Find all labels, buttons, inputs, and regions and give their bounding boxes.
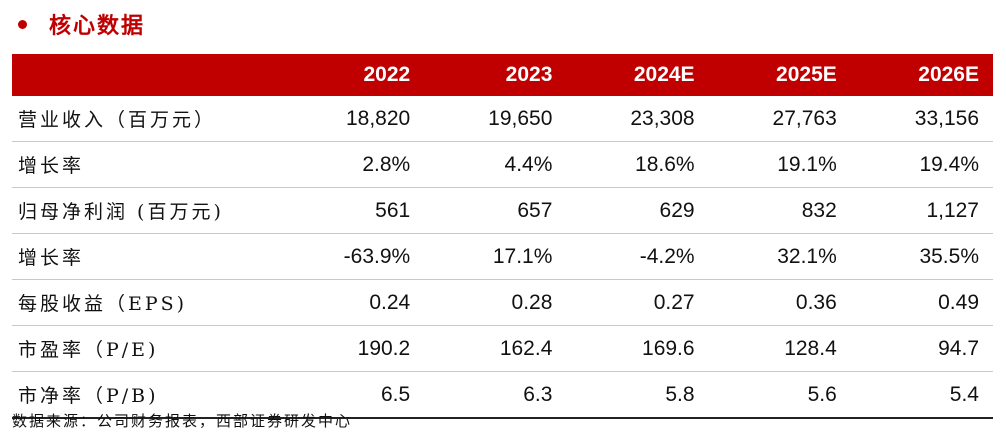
header-cell: 2023: [505, 63, 553, 86]
table-row: 市盈率（P/E) 190.2 162.4 169.6 128.4 94.7: [12, 325, 993, 372]
table-cell: 17.1%: [424, 233, 567, 280]
table-cell: 190.2: [282, 325, 425, 372]
table-cell: 0.36: [708, 279, 851, 326]
bullet-icon: [18, 19, 27, 29]
table-cell: 5.4: [850, 371, 993, 419]
table-cell: 19.4%: [850, 141, 993, 188]
table-cell: 6.3: [424, 371, 567, 419]
table-row: 增长率 -63.9% 17.1% -4.2% 32.1% 35.5%: [12, 233, 993, 280]
table-cell: 19.1%: [708, 141, 851, 188]
data-source-note: 数据来源：公司财务报表，西部证券研发中心: [12, 412, 353, 430]
table-cell: 657: [424, 187, 567, 234]
row-label: 每股收益（EPS): [12, 279, 283, 326]
core-data-table: 2022 2023 2024E 2025E 2026E 营业收入（百万元） 18…: [12, 54, 993, 419]
table-cell: 0.28: [424, 279, 567, 326]
table-cell: 0.24: [282, 279, 425, 326]
table-cell: 162.4: [424, 325, 567, 372]
table-cell: 832: [708, 187, 851, 234]
table-cell: 0.49: [850, 279, 993, 326]
table-cell: 27,763: [708, 96, 851, 142]
table-cell: 0.27: [566, 279, 709, 326]
table-cell: 561: [282, 187, 425, 234]
table-row: 每股收益（EPS) 0.24 0.28 0.27 0.36 0.49: [12, 279, 993, 326]
table-cell: 2.8%: [282, 141, 425, 188]
table-cell: 32.1%: [708, 233, 851, 280]
section-header: 核心数据: [12, 8, 145, 40]
table-cell: 629: [566, 187, 709, 234]
table-cell: 94.7: [850, 325, 993, 372]
row-label: 营业收入（百万元）: [12, 96, 283, 142]
row-label: 增长率: [12, 141, 283, 188]
table-cell: 128.4: [708, 325, 851, 372]
table-row: 营业收入（百万元） 18,820 19,650 23,308 27,763 33…: [12, 96, 993, 142]
table-cell: 19,650: [424, 96, 567, 142]
table-cell: 33,156: [850, 96, 993, 142]
table-cell: 1,127: [850, 187, 993, 234]
table-cell: -63.9%: [282, 233, 425, 280]
row-label: 市盈率（P/E): [12, 325, 283, 372]
header-cell: 2026E: [918, 63, 979, 86]
table-cell: 5.6: [708, 371, 851, 419]
table-cell: 23,308: [566, 96, 709, 142]
table-cell: 6.5: [282, 371, 425, 419]
header-cell: 2025E: [776, 63, 837, 86]
row-label: 归母净利润 (百万元): [12, 187, 283, 234]
header-cell: 2024E: [633, 63, 695, 86]
table-cell: 18.6%: [566, 141, 709, 188]
table-header-row: 2022 2023 2024E 2025E 2026E: [12, 54, 993, 96]
section-title: 核心数据: [49, 13, 146, 39]
table-cell: 4.4%: [424, 141, 567, 188]
table-row: 归母净利润 (百万元) 561 657 629 832 1,127: [12, 187, 993, 234]
header-cell: 2022: [363, 63, 411, 86]
table-row: 增长率 2.8% 4.4% 18.6% 19.1% 19.4%: [12, 141, 993, 188]
table-cell: 169.6: [566, 325, 709, 372]
table-cell: -4.2%: [566, 233, 709, 280]
table-cell: 5.8: [566, 371, 709, 419]
table-row: 市净率（P/B) 6.5 6.3 5.8 5.6 5.4: [12, 371, 993, 419]
header-cell: [12, 54, 282, 96]
core-data-table-container: 2022 2023 2024E 2025E 2026E 营业收入（百万元） 18…: [12, 54, 993, 419]
row-label: 市净率（P/B): [12, 371, 283, 419]
table-cell: 18,820: [282, 96, 425, 142]
table-cell: 35.5%: [850, 233, 993, 280]
row-label: 增长率: [12, 233, 283, 280]
